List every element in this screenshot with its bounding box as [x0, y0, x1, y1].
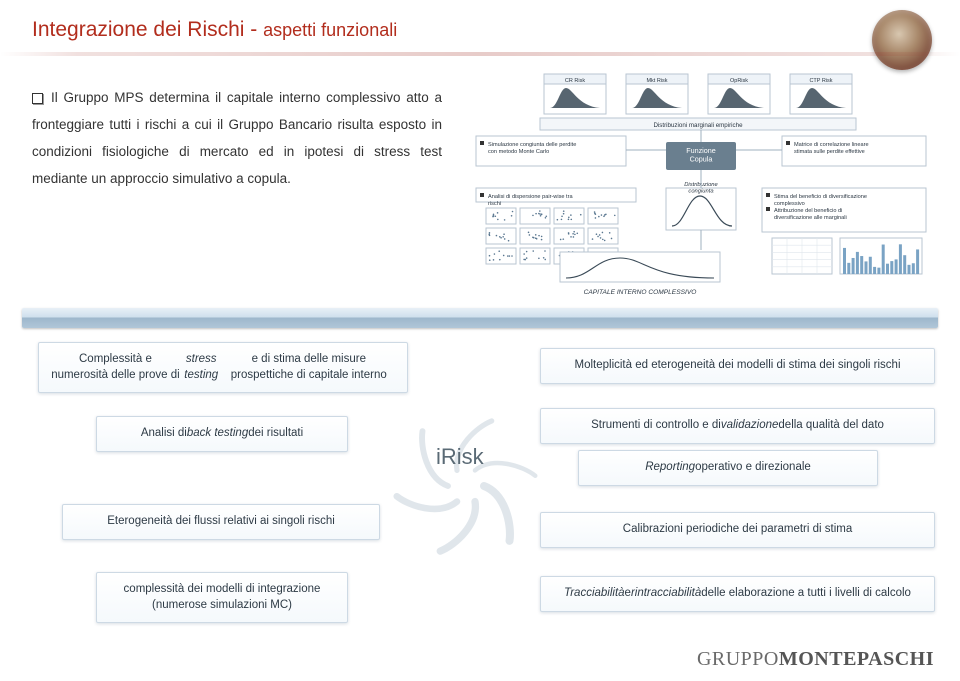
- title-sub: aspetti funzionali: [263, 20, 397, 40]
- title-underline: [0, 52, 960, 56]
- right-card-2: Reporting operativo e direzionale: [578, 450, 878, 486]
- left-card-2: Eterogeneità dei flussi relativi ai sing…: [62, 504, 380, 540]
- right-card-1: Strumenti di controllo e di validazione …: [540, 408, 935, 444]
- footer-montepaschi: MONTEPASCHI: [779, 648, 934, 670]
- title-main: Integrazione dei Rischi -: [32, 18, 263, 41]
- section-divider: [22, 308, 938, 328]
- lower-panel: iRisk Complessità e numerosità delle pro…: [0, 336, 960, 636]
- svg-text:Distribuzioni marginali empiri: Distribuzioni marginali empiriche: [653, 122, 743, 129]
- swirl-icon: [376, 396, 556, 576]
- right-card-0: Molteplicità ed eterogeneità dei modelli…: [540, 348, 935, 384]
- svg-text:Matrice di correlazione linear: Matrice di correlazione linearestimata s…: [794, 142, 869, 155]
- page-title: Integrazione dei Rischi - aspetti funzio…: [32, 18, 397, 42]
- svg-text:OpRisk: OpRisk: [730, 78, 748, 84]
- right-card-3: Calibrazioni periodiche dei parametri di…: [540, 512, 935, 548]
- svg-text:CTP Risk: CTP Risk: [809, 78, 832, 84]
- left-card-1: Analisi di back testing dei risultati: [96, 416, 348, 452]
- intro-paragraph: Il Gruppo MPS determina il capitale inte…: [32, 84, 442, 192]
- svg-text:FunzioneCopula: FunzioneCopula: [686, 146, 716, 163]
- svg-text:Attribuzione del beneficio did: Attribuzione del beneficio didiversifica…: [774, 208, 847, 221]
- left-card-0: Complessità e numerosità delle prove di …: [38, 342, 408, 393]
- svg-text:Mkt Risk: Mkt Risk: [646, 78, 667, 84]
- left-card-3: complessità dei modelli di integrazione …: [96, 572, 348, 623]
- footer-brand: GRUPPOMONTEPASCHI: [697, 648, 934, 671]
- bullet-icon: [32, 93, 43, 104]
- svg-text:CR Risk: CR Risk: [565, 78, 585, 84]
- footer-gruppo: GRUPPO: [697, 648, 779, 670]
- copula-figure: CR Risk Mkt Risk OpRisk CTP Risk Distribuzio…: [470, 70, 930, 300]
- svg-text:CAPITALE INTERNO COMPLESSIVO: CAPITALE INTERNO COMPLESSIVO: [584, 289, 697, 296]
- irisk-label: iRisk: [436, 444, 484, 470]
- brand-seal-icon: [872, 10, 932, 70]
- right-card-4: Tracciabilità e rintracciabilità delle e…: [540, 576, 935, 612]
- intro-text: Il Gruppo MPS determina il capitale inte…: [32, 90, 442, 186]
